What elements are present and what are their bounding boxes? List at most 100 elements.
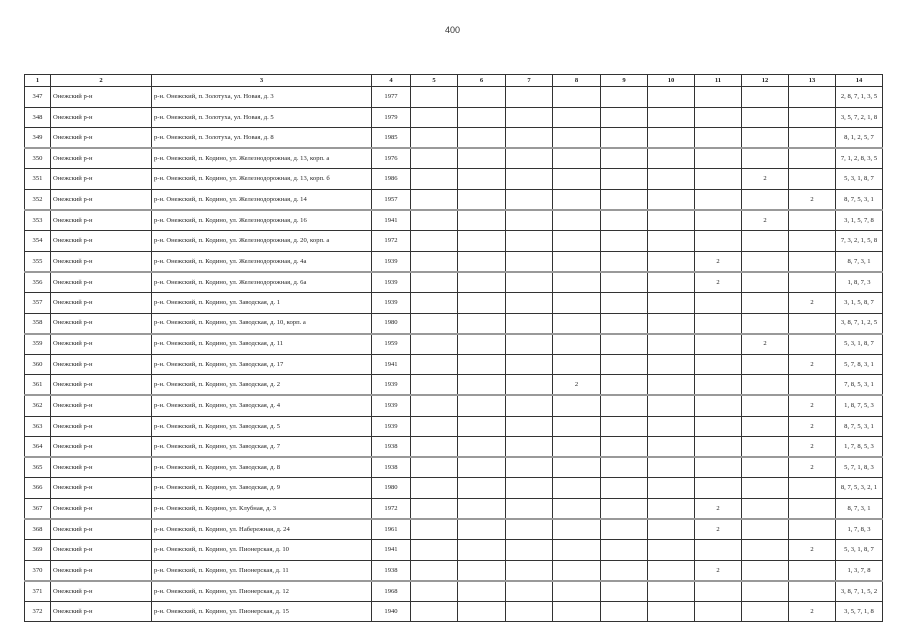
col-14-cell: 5, 7, 1, 8, 3 — [835, 456, 883, 479]
col-7-cell — [505, 250, 553, 273]
data-table: 1 2 3 4 5 6 7 8 9 10 11 12 13 14 347 Онежский р-н р-н. … — [24, 74, 883, 623]
col-11-cell — [694, 188, 742, 212]
col-12-cell — [741, 86, 789, 108]
col-9-cell — [600, 312, 648, 335]
col-13-cell — [788, 374, 836, 397]
col-9-cell — [600, 271, 648, 293]
district-cell: Онежский р-н — [50, 600, 152, 623]
col-9-cell — [600, 456, 648, 479]
district-cell: Онежский р-н — [50, 415, 152, 438]
table-row: 362 Онежский р-н р-н. Онежский, п. Кодино,… — [24, 394, 883, 417]
table-row: 353 Онежский р-н р-н. Онежский, п. Кодино,… — [24, 209, 883, 232]
col-7-cell — [505, 394, 553, 417]
col-7-cell — [505, 580, 553, 602]
col-8-cell — [552, 209, 601, 232]
col-12-cell — [741, 353, 789, 376]
page-number: 400 — [444, 25, 461, 35]
district-cell: Онежский р-н — [50, 127, 152, 150]
col-10-cell — [647, 600, 695, 623]
col-10-cell — [647, 168, 695, 190]
col-13-cell — [788, 127, 836, 150]
col-6-cell — [457, 312, 506, 335]
col-10-cell — [647, 86, 695, 108]
col-13-cell — [788, 477, 836, 499]
row-number-cell: 354 — [24, 230, 51, 252]
col-12-cell — [741, 127, 789, 150]
address-cell: р-н. Онежский, п. Кодино, ул. Заводская,… — [151, 456, 372, 479]
col-7-cell — [505, 353, 553, 376]
year-cell: 1939 — [371, 271, 411, 293]
col-14-cell: 1, 3, 7, 8 — [835, 559, 883, 582]
col-13-cell: 2 — [788, 188, 836, 212]
table-row: 361 Онежский р-н р-н. Онежский, п. Кодино,… — [24, 374, 883, 397]
row-number-cell: 356 — [24, 271, 51, 293]
col-9-cell — [600, 436, 648, 459]
district-cell: Онежский р-н — [50, 230, 152, 252]
year-cell: 1977 — [371, 86, 411, 108]
address-cell: р-н. Онежский, п. Золотуха, ул. Новая, д… — [151, 106, 372, 129]
table-row: 357 Онежский р-н р-н. Онежский, п. Кодино,… — [24, 291, 883, 314]
year-cell: 1979 — [371, 106, 411, 129]
col-8-cell — [552, 518, 601, 541]
table-row: 349 Онежский р-н р-н. Онежский, п. Золотух… — [24, 127, 883, 150]
col-14-cell: 7, 3, 2, 1, 5, 8 — [835, 230, 883, 252]
table-row: 354 Онежский р-н р-н. Онежский, п. Кодино,… — [24, 230, 883, 252]
col-10-cell — [647, 106, 695, 129]
table-row: 360 Онежский р-н р-н. Онежский, п. Кодино,… — [24, 353, 883, 376]
col-8-cell — [552, 456, 601, 479]
col-10-cell — [647, 291, 695, 314]
col-5-cell — [410, 250, 458, 273]
column-header-1: 1 — [24, 74, 51, 87]
row-number-cell: 360 — [24, 353, 51, 376]
table-row: 371 Онежский р-н р-н. Онежский, п. Кодино,… — [24, 580, 883, 602]
table-row: 365 Онежский р-н р-н. Онежский, п. Кодино,… — [24, 456, 883, 479]
col-8-cell — [552, 600, 601, 623]
column-header-9: 9 — [600, 74, 648, 87]
row-number-cell: 365 — [24, 456, 51, 479]
col-9-cell — [600, 250, 648, 273]
row-number-cell: 370 — [24, 559, 51, 582]
district-cell: Онежский р-н — [50, 333, 152, 355]
col-13-cell — [788, 230, 836, 252]
col-7-cell — [505, 168, 553, 190]
col-7-cell — [505, 477, 553, 499]
col-8-cell — [552, 353, 601, 376]
year-cell: 1986 — [371, 168, 411, 190]
col-12-cell — [741, 539, 789, 561]
col-5-cell — [410, 147, 458, 170]
col-7-cell — [505, 333, 553, 355]
col-9-cell — [600, 539, 648, 561]
col-11-cell — [694, 436, 742, 459]
table-row: 364 Онежский р-н р-н. Онежский, п. Кодино,… — [24, 436, 883, 459]
col-11-cell — [694, 580, 742, 602]
col-10-cell — [647, 353, 695, 376]
row-number-cell: 358 — [24, 312, 51, 335]
col-14-cell: 8, 7, 5, 3, 1 — [835, 415, 883, 438]
col-8-cell — [552, 271, 601, 293]
col-9-cell — [600, 86, 648, 108]
address-cell: р-н. Онежский, п. Кодино, ул. Пионерская… — [151, 600, 372, 623]
col-6-cell — [457, 230, 506, 252]
district-cell: Онежский р-н — [50, 209, 152, 232]
col-9-cell — [600, 477, 648, 499]
table-row: 356 Онежский р-н р-н. Онежский, п. Кодино,… — [24, 271, 883, 293]
col-5-cell — [410, 230, 458, 252]
col-5-cell — [410, 600, 458, 623]
table-row: 363 Онежский р-н р-н. Онежский, п. Кодино,… — [24, 415, 883, 438]
col-7-cell — [505, 127, 553, 150]
row-number-cell: 348 — [24, 106, 51, 129]
col-13-cell — [788, 168, 836, 190]
col-5-cell — [410, 518, 458, 541]
col-11-cell — [694, 230, 742, 252]
col-14-cell: 8, 7, 3, 1 — [835, 497, 883, 520]
col-11-cell — [694, 106, 742, 129]
year-cell: 1968 — [371, 580, 411, 602]
column-header-13: 13 — [788, 74, 836, 87]
year-cell: 1972 — [371, 230, 411, 252]
district-cell: Онежский р-н — [50, 106, 152, 129]
col-5-cell — [410, 127, 458, 150]
row-number-cell: 359 — [24, 333, 51, 355]
col-6-cell — [457, 127, 506, 150]
table-row: 355 Онежский р-н р-н. Онежский, п. Кодино,… — [24, 250, 883, 273]
col-8-cell — [552, 580, 601, 602]
